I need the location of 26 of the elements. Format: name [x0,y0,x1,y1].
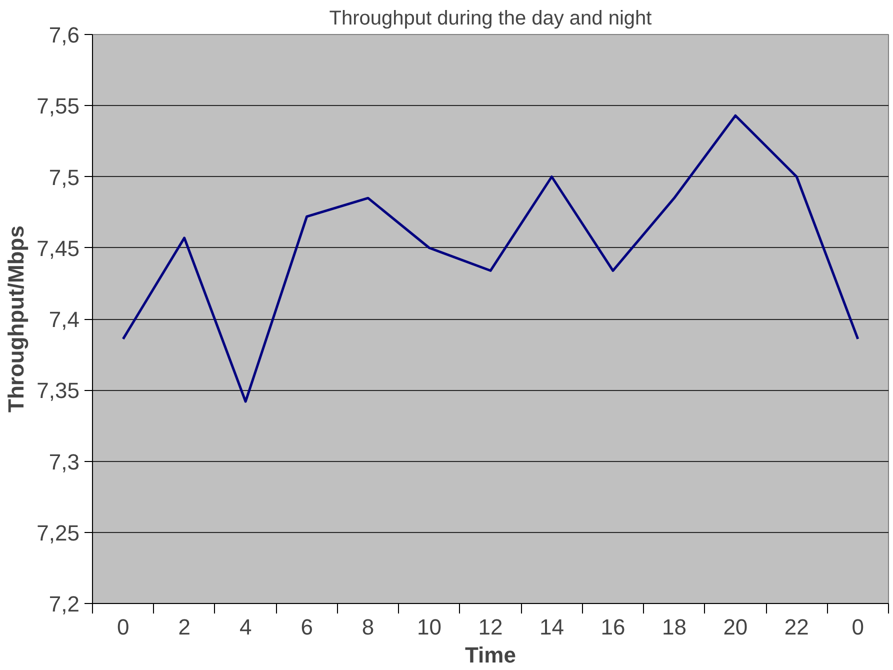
x-tick-label: 14 [539,614,564,640]
x-tick-label: 18 [662,614,686,640]
x-tick-label: 8 [362,614,374,640]
y-tick-label: 7,5 [48,164,80,190]
y-tick-label: 7,45 [36,236,80,261]
x-tick-label: 0 [117,614,130,640]
line-series [122,114,860,403]
x-tick-label: 12 [478,614,503,640]
x-tick-label: 16 [600,614,626,640]
y-tick-label: 7,2 [48,592,80,616]
x-tick-label: 2 [178,614,190,640]
y-axis-title: Throughput/Mbps [4,226,29,412]
y-tick-label: 7,25 [36,520,80,546]
x-tick-label: 20 [723,614,748,640]
x-tick-label: 22 [784,614,809,640]
x-tick-label: 10 [417,614,442,640]
y-tick-label: 7,4 [48,307,80,332]
x-tick-label: 4 [239,614,252,640]
y-tick-label: 7,3 [48,449,80,474]
x-tick-label: 6 [300,614,313,640]
y-tick-label: 7,55 [36,94,80,119]
chart-title: Throughput during the day and night [329,8,652,30]
y-tick-label: 7,6 [48,22,80,48]
x-tick-label: 0 [852,614,864,640]
y-tick-label: 7,35 [36,378,80,404]
x-axis-title: Time [465,642,516,668]
